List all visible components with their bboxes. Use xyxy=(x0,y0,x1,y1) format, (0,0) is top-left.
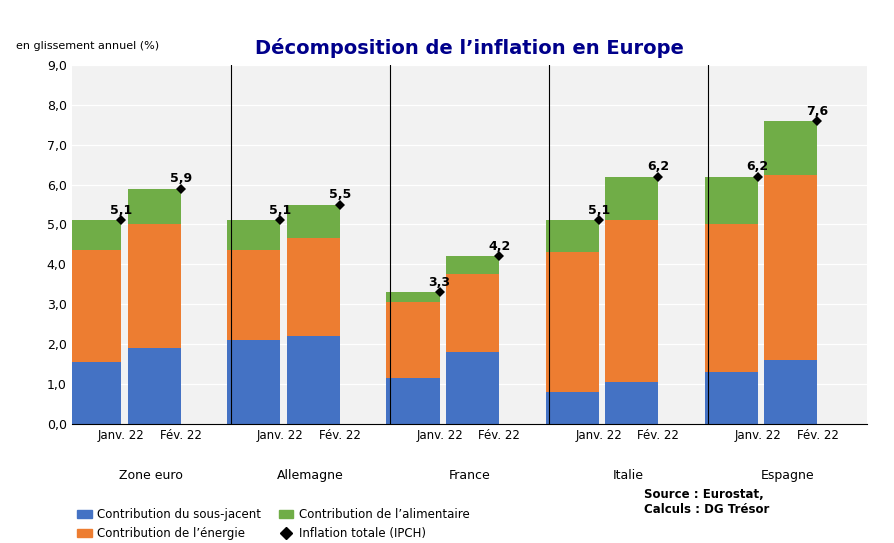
Text: 3,3: 3,3 xyxy=(428,276,451,289)
Text: 5,1: 5,1 xyxy=(110,204,132,217)
Text: 5,9: 5,9 xyxy=(170,173,192,185)
Text: 6,2: 6,2 xyxy=(647,161,670,173)
Bar xyxy=(446,256,499,274)
Text: 6,2: 6,2 xyxy=(746,161,769,173)
Bar xyxy=(446,352,499,424)
Text: Source : Eurostat,
Calculs : DG Trésor: Source : Eurostat, Calculs : DG Trésor xyxy=(645,488,770,516)
Bar xyxy=(545,392,599,424)
Bar xyxy=(68,220,122,250)
Bar xyxy=(128,224,181,348)
Text: Italie: Italie xyxy=(613,469,644,482)
Bar xyxy=(68,250,122,362)
Bar xyxy=(287,336,340,424)
Bar xyxy=(446,274,499,352)
Bar xyxy=(287,238,340,336)
Bar xyxy=(227,220,281,250)
Bar xyxy=(605,382,658,424)
Text: Zone euro: Zone euro xyxy=(119,469,183,482)
Text: en glissement annuel (%): en glissement annuel (%) xyxy=(16,41,159,51)
Bar xyxy=(128,348,181,424)
Text: 7,6: 7,6 xyxy=(806,105,829,118)
Bar xyxy=(764,175,817,360)
Bar xyxy=(227,250,281,340)
Text: 5,1: 5,1 xyxy=(587,204,610,217)
Text: 4,2: 4,2 xyxy=(488,240,510,253)
Legend: Contribution du sous-jacent, Contribution de l’énergie, Contribution de l’alimen: Contribution du sous-jacent, Contributio… xyxy=(78,508,470,540)
Bar xyxy=(605,176,658,220)
Bar xyxy=(287,205,340,238)
Bar xyxy=(704,176,758,224)
Bar xyxy=(704,224,758,372)
Bar xyxy=(764,360,817,424)
Text: Allemagne: Allemagne xyxy=(277,469,343,482)
Text: Espagne: Espagne xyxy=(761,469,814,482)
Bar xyxy=(764,121,817,175)
Text: France: France xyxy=(449,469,490,482)
Text: 5,5: 5,5 xyxy=(329,188,351,201)
Bar xyxy=(386,378,440,424)
Bar xyxy=(545,220,599,252)
Bar xyxy=(704,372,758,424)
Bar xyxy=(128,188,181,224)
Title: Décomposition de l’inflation en Europe: Décomposition de l’inflation en Europe xyxy=(255,38,684,58)
Bar xyxy=(605,220,658,382)
Bar xyxy=(545,252,599,392)
Bar xyxy=(227,340,281,424)
Bar xyxy=(386,302,440,378)
Bar xyxy=(68,362,122,424)
Text: 5,1: 5,1 xyxy=(269,204,291,217)
Bar xyxy=(386,292,440,302)
